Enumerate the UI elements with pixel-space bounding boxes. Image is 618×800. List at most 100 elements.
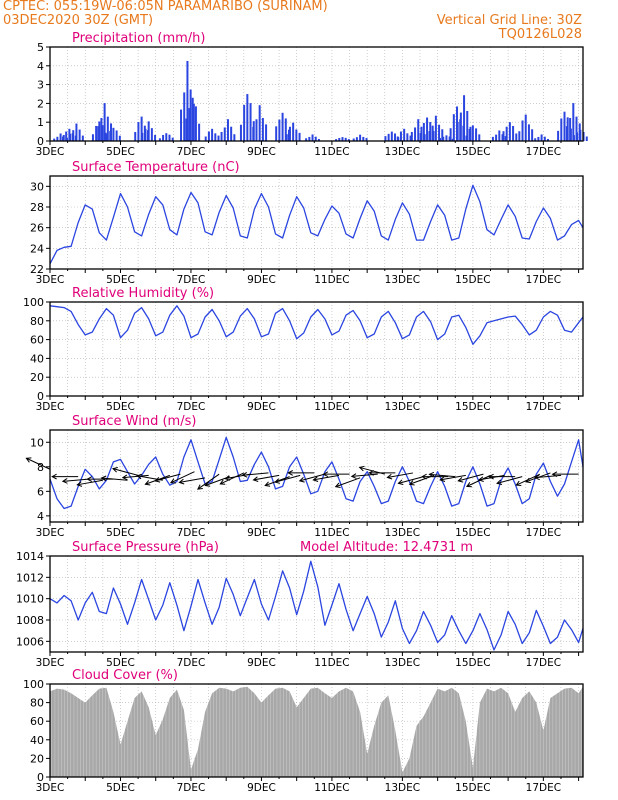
precip-bar (56, 136, 59, 141)
wind-vector-head (358, 465, 365, 472)
wind-vector-head (439, 476, 446, 482)
precip-bar (449, 128, 452, 141)
wind-vector-head (100, 475, 107, 482)
header-model: TQ0126L028 (498, 27, 582, 42)
precip-bar (106, 134, 109, 141)
wind-xtick-label: 9DEC (247, 527, 276, 539)
cloud-xtick-label: 7DEC (177, 782, 206, 794)
pressure-xtick-label: 11DEC (314, 657, 349, 669)
temperature-xtick-label: 3DEC (36, 274, 65, 286)
precip-bar (154, 134, 157, 141)
precip-ytick-label: 2 (37, 97, 44, 110)
wind-vector-head (350, 473, 357, 479)
precip-bar (308, 136, 311, 141)
humidity-title: Relative Humidity (%) (72, 286, 214, 301)
precip-bar (109, 130, 112, 141)
precip-bar (220, 131, 223, 141)
pressure-xtick-label: 5DEC (106, 657, 135, 669)
precip-bar (147, 121, 150, 141)
precip-bar (233, 134, 236, 141)
precip-bar (97, 126, 100, 141)
precip-bar (468, 128, 471, 141)
wind-vector-head (197, 484, 203, 490)
wind-vector (253, 474, 280, 481)
pressure-line (49, 560, 584, 651)
precip-bar (158, 138, 161, 141)
wind-vector (197, 473, 220, 490)
precip-bar (422, 122, 425, 141)
precip-bar (95, 125, 98, 141)
precip-bar (180, 109, 183, 141)
humidity-xtick-label: 17DEC (526, 401, 561, 413)
wind-vector-head (322, 471, 329, 478)
precip-bar (165, 133, 168, 141)
humidity-xtick-label: 5DEC (106, 401, 135, 413)
precip-bar (252, 126, 255, 141)
header-date: 03DEC2020 30Z (GMT) (3, 13, 154, 28)
wind-title: Surface Wind (m/s) (72, 414, 196, 429)
temperature-xtick-label: 15DEC (455, 274, 490, 286)
wind-xtick-label: 17DEC (526, 527, 561, 539)
precip-xtick-label: 11DEC (314, 146, 349, 158)
precip-bar (560, 118, 563, 141)
cloud-frame (49, 683, 584, 778)
precip-bar (305, 138, 308, 141)
wind-vector-head (525, 477, 531, 484)
precip-bar (428, 131, 431, 141)
precip-bar (261, 117, 264, 141)
humidity-xtick-label: 15DEC (455, 401, 490, 413)
precip-bar (459, 112, 462, 141)
humidity-ytick-label: 20 (30, 371, 44, 384)
precip-bar (546, 138, 549, 141)
wind-vector (274, 474, 301, 483)
precip-bar (100, 117, 103, 141)
precip-bar (189, 89, 192, 141)
wind-vector-head (408, 480, 415, 486)
pressure-xtick-label: 3DEC (36, 657, 65, 669)
humidity-xtick-label: 9DEC (247, 401, 276, 413)
wind-vector (335, 477, 361, 488)
precip-bar (214, 133, 217, 141)
cloud-ytick-label: 0 (37, 771, 44, 784)
wind-vector (26, 457, 51, 470)
precip-bar (563, 111, 566, 141)
precip-bar (576, 132, 579, 141)
cloud-ytick-label: 80 (30, 697, 44, 710)
wind-vector (299, 473, 325, 482)
wind-vector-head (136, 473, 143, 480)
cloud-xtick-label: 15DEC (455, 782, 490, 794)
wind-vector (313, 474, 340, 481)
precip-bar (258, 105, 261, 141)
precip-bar (465, 135, 468, 141)
precip-bar (106, 116, 109, 141)
pressure-ytick-label: 1010 (16, 593, 44, 606)
precip-bar (557, 130, 560, 141)
wind-xtick-label: 7DEC (177, 527, 206, 539)
precip-bar (298, 132, 301, 141)
precip-bar (531, 129, 534, 141)
precip-bar (352, 138, 355, 141)
wind-frame (49, 429, 584, 523)
humidity-xtick-label: 7DEC (177, 401, 206, 413)
pressure-xtick-label: 9DEC (247, 657, 276, 669)
precip-bar (239, 124, 242, 141)
temperature-xtick-label: 11DEC (314, 274, 349, 286)
temperature-ytick-label: 28 (30, 201, 44, 214)
precip-bar (230, 126, 233, 141)
temperature-xtick-label: 5DEC (106, 274, 135, 286)
precip-bar (243, 104, 246, 141)
wind-xtick-label: 13DEC (385, 527, 420, 539)
precip-bar (168, 134, 171, 141)
wind-vector-head (457, 477, 464, 483)
precip-bar (439, 138, 442, 141)
precip-bar (246, 94, 249, 141)
precip-bar (72, 130, 75, 141)
precip-bar (281, 112, 284, 141)
precip-bar (317, 138, 320, 141)
precip-bar (288, 126, 291, 141)
precip-bar (403, 128, 406, 141)
precip-bar (53, 138, 56, 141)
wind-vector-head (61, 478, 68, 484)
pressure-xtick-label: 17DEC (526, 657, 561, 669)
precip-bar (186, 60, 189, 142)
